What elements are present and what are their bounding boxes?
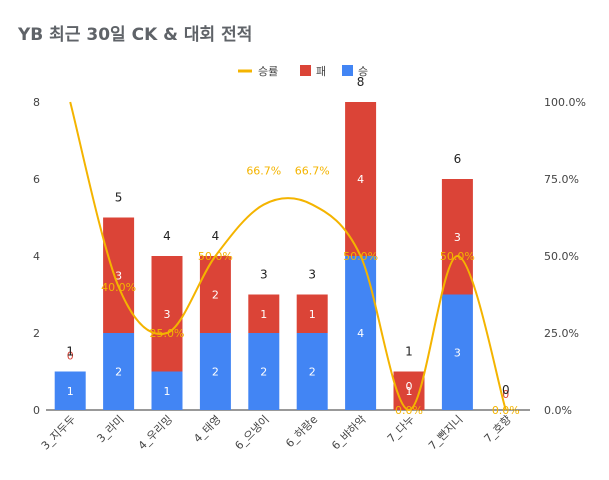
- bar-loss: [296, 294, 328, 333]
- bar-loss: [199, 256, 231, 333]
- legend-label-win-rate: 승률: [258, 65, 278, 78]
- bar-loss: [248, 294, 280, 333]
- x-tick-label: 3_라미: [94, 413, 126, 445]
- win-value-label: 0: [406, 380, 413, 393]
- win-rate-label: 0.0%: [395, 404, 423, 417]
- bar-loss: [151, 256, 183, 372]
- loss-value-label: 3: [454, 231, 461, 244]
- bar-win: [248, 333, 280, 410]
- loss-value-label: 0: [67, 350, 74, 363]
- loss-value-label: 1: [309, 308, 316, 321]
- loss-value-label: 3: [164, 308, 171, 321]
- win-value-label: 3: [454, 346, 461, 359]
- y2-tick-label: 50.0%: [544, 250, 579, 263]
- x-tick-label: 6_으냉이: [232, 413, 271, 452]
- total-label: 0: [502, 383, 510, 397]
- win-value-label: 2: [115, 366, 122, 379]
- win-rate-label: 25.0%: [150, 327, 185, 340]
- bar-loss: [103, 217, 135, 333]
- win-rate-label: 50.0%: [198, 250, 233, 263]
- loss-value-label: 2: [212, 289, 219, 302]
- x-tick-label: 4_태영: [191, 413, 223, 445]
- win-value-label: 4: [357, 327, 364, 340]
- total-label: 4: [163, 229, 171, 243]
- y-tick-label: 2: [33, 327, 40, 340]
- win-value-label: 2: [260, 366, 267, 379]
- x-tick-label: 7_호향: [482, 413, 514, 445]
- bar-win: [54, 371, 86, 410]
- legend-swatch-win: [342, 65, 353, 76]
- loss-value-label: 1: [260, 308, 267, 321]
- x-tick-label: 3_지두두: [39, 413, 78, 452]
- win-value-label: 1: [67, 385, 74, 398]
- bar-win: [296, 333, 328, 410]
- y2-tick-label: 75.0%: [544, 173, 579, 186]
- win-rate-label: 0.0%: [492, 404, 520, 417]
- bar-win: [345, 256, 377, 410]
- win-rate-label: 40.0%: [101, 281, 136, 294]
- total-label: 4: [212, 229, 220, 243]
- legend-label-loss: 패: [316, 65, 326, 78]
- loss-value-label: 0: [502, 388, 509, 401]
- loss-value-label: 4: [357, 173, 364, 186]
- y2-tick-label: 25.0%: [544, 327, 579, 340]
- y-tick-label: 0: [33, 404, 40, 417]
- bar-win: [103, 333, 135, 410]
- y2-tick-label: 0.0%: [544, 404, 572, 417]
- bar-win: [199, 333, 231, 410]
- total-label: 8: [357, 75, 365, 89]
- legend-label-win: 승: [358, 65, 368, 78]
- total-label: 1: [405, 345, 413, 359]
- total-label: 3: [260, 268, 268, 282]
- win-rate-label: 50.0%: [343, 250, 378, 263]
- win-value-label: 1: [164, 385, 171, 398]
- x-tick-label: 7_빤지니: [426, 413, 465, 452]
- total-label: 5: [115, 191, 123, 205]
- y-tick-label: 4: [33, 250, 40, 263]
- win-rate-line: [69, 101, 507, 412]
- x-tick-label: 6_하랑e: [282, 412, 320, 450]
- total-label: 6: [454, 152, 462, 166]
- x-tick-label: 7_다누: [385, 413, 417, 445]
- bar-win: [151, 371, 183, 410]
- bar-win: [441, 294, 473, 410]
- win-rate-label: 66.7%: [246, 165, 281, 178]
- loss-value-label: 3: [115, 269, 122, 282]
- win-rate-label: 50.0%: [440, 250, 475, 263]
- y-tick-label: 8: [33, 96, 40, 109]
- total-label: 1: [66, 345, 74, 359]
- x-tick-label: 6_뱌하악: [329, 412, 369, 452]
- win-rate-label: 66.7%: [295, 165, 330, 178]
- loss-value-label: 1: [406, 385, 413, 398]
- y-tick-label: 6: [33, 173, 40, 186]
- y2-tick-label: 100.0%: [544, 96, 586, 109]
- chart-title: YB 최근 30일 CK & 대회 전적: [18, 25, 253, 45]
- legend-swatch-loss: [300, 65, 311, 76]
- x-tick-label: 4_우리밍: [136, 413, 175, 452]
- win-value-label: 2: [309, 366, 316, 379]
- total-label: 3: [308, 268, 316, 282]
- win-value-label: 2: [212, 366, 219, 379]
- bar-loss: [345, 102, 377, 256]
